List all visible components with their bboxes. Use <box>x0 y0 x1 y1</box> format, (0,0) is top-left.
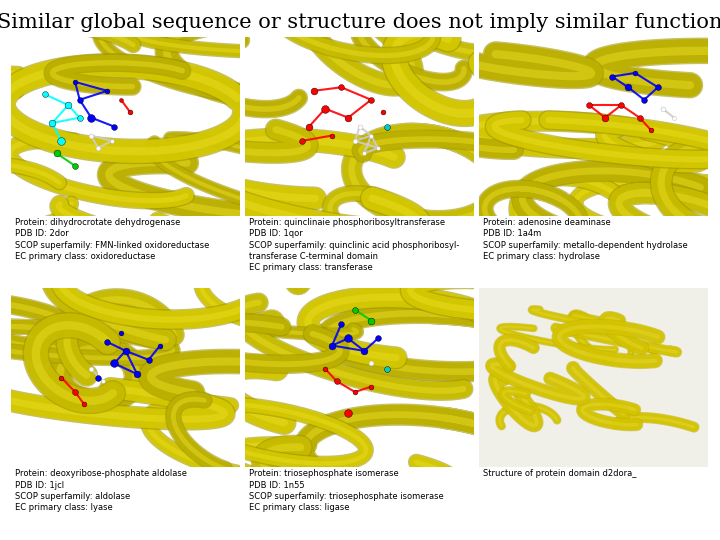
Text: Protein: deoxyribose-phosphate aldolase
PDB ID: 1jcl
SCOP superfamily: aldolase
: Protein: deoxyribose-phosphate aldolase … <box>15 469 187 512</box>
Text: Structure of protein domain d2dora_: Structure of protein domain d2dora_ <box>483 469 637 478</box>
Text: Protein: dihydrocrotate dehydrogenase
PDB ID: 2dor
SCOP superfamily: FMN-linked : Protein: dihydrocrotate dehydrogenase PD… <box>15 218 210 261</box>
Text: Similar global sequence or structure does not imply similar function: Similar global sequence or structure doe… <box>0 14 720 32</box>
Text: Protein: triosephosphate isomerase
PDB ID: 1n55
SCOP superfamily: triosephosphat: Protein: triosephosphate isomerase PDB I… <box>249 469 444 512</box>
Text: Protein: quinclinaie phosphoribosyltransferase
PDB ID: 1qor
SCOP superfamily: qu: Protein: quinclinaie phosphoribosyltrans… <box>249 218 460 272</box>
Text: Protein: adenosine deaminase
PDB ID: 1a4m
SCOP superfamily: metallo-dependent hy: Protein: adenosine deaminase PDB ID: 1a4… <box>483 218 688 261</box>
